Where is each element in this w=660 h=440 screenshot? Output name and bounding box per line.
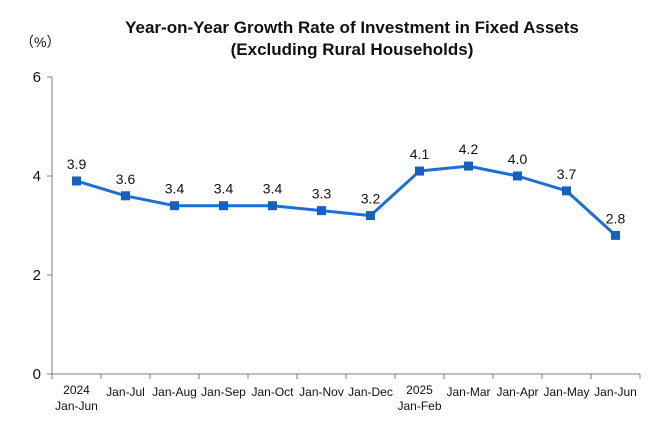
x-tick-label: Jan-Jun <box>594 385 637 399</box>
data-point-marker <box>415 166 424 176</box>
x-tick-label: 2025 <box>406 383 433 397</box>
data-point-marker <box>513 171 522 181</box>
data-point-marker <box>317 206 326 216</box>
y-unit-label: （%） <box>20 34 60 50</box>
data-point-marker <box>611 230 620 240</box>
x-tick-label: 2024 <box>63 383 90 397</box>
x-tick-label: Jan-Feb <box>397 399 441 413</box>
x-tick-label: Jan-Oct <box>251 385 294 399</box>
chart-title-line1: Year-on-Year Growth Rate of Investment i… <box>125 18 579 37</box>
y-tick-label: 4 <box>33 168 41 185</box>
data-label: 3.9 <box>67 156 87 172</box>
x-tick-label: Jan-Jun <box>55 399 98 413</box>
series-growth-rate: 3.9 3.6 3.4 3.4 3.4 3.3 3.2 4.1 4.2 4.0 3.7 2.8 <box>67 141 626 240</box>
series-line <box>76 164 617 237</box>
x-tick-label: Jan-Sep <box>201 385 246 399</box>
data-label: 4.1 <box>410 146 430 162</box>
y-tick-label: 2 <box>33 267 41 284</box>
data-point-marker <box>366 211 375 221</box>
y-tick-label: 0 <box>33 366 41 383</box>
data-label: 3.7 <box>557 166 577 182</box>
data-point-marker <box>170 201 179 211</box>
x-tick-label: Jan-Jul <box>106 385 145 399</box>
x-tick-label: Jan-Mar <box>446 385 490 399</box>
x-tick-label: Jan-Nov <box>299 385 344 399</box>
data-label: 3.6 <box>116 171 136 187</box>
chart-title-line2: (Excluding Rural Households) <box>231 40 474 59</box>
data-label: 4.2 <box>459 141 479 157</box>
data-label: 2.8 <box>606 210 626 226</box>
data-point-marker <box>562 186 571 196</box>
chart-axes: 0 2 4 6 2024 Jan-Jun Jan-Jul Jan-Aug Jan-Sep Jan-… <box>33 69 641 413</box>
y-tick-label: 6 <box>33 69 41 86</box>
x-tick-label: Jan-Apr <box>496 385 538 399</box>
x-tick-label: Jan-Dec <box>348 385 393 399</box>
data-label: 4.0 <box>508 151 528 167</box>
data-point-marker <box>464 161 473 171</box>
data-label: 3.4 <box>214 181 234 197</box>
data-point-marker <box>121 191 130 201</box>
data-point-marker <box>219 201 228 211</box>
data-label: 3.4 <box>165 181 185 197</box>
x-tick-label: Jan-May <box>543 385 589 399</box>
data-label: 3.4 <box>263 181 283 197</box>
data-label: 3.3 <box>312 186 332 202</box>
data-point-marker <box>72 176 81 186</box>
data-label: 3.2 <box>361 191 381 207</box>
x-tick-label: Jan-Aug <box>152 385 197 399</box>
data-point-marker <box>268 201 277 211</box>
